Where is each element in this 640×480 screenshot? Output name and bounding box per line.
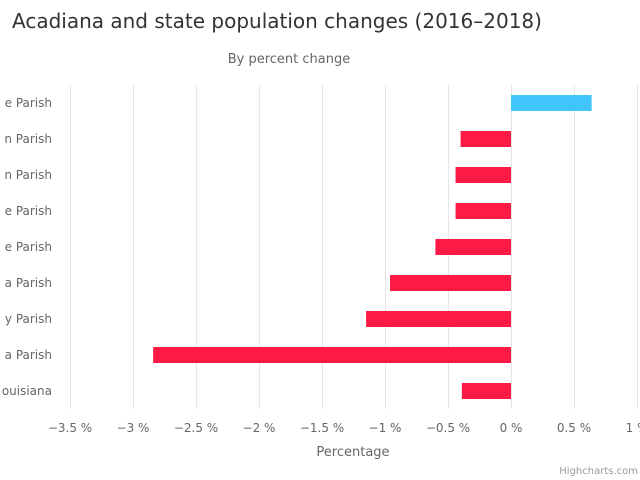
x-tick-label: 1 % [626, 421, 640, 435]
bar[interactable] [153, 347, 511, 363]
category-label: n Parish [4, 132, 52, 146]
category-label: n Parish [4, 168, 52, 182]
x-tick-label: −2.5 % [174, 421, 218, 435]
category-label: a Parish [5, 348, 52, 362]
bar[interactable] [455, 167, 511, 183]
x-tick-label: −2 % [243, 421, 276, 435]
category-labels: e Parish n Parish n Parish e Parish e Parish… [2, 96, 52, 398]
category-label: e Parish [5, 96, 52, 110]
category-label: e Parish [5, 240, 52, 254]
category-label: ouisiana [2, 384, 52, 398]
chart-title: Acadiana and state population changes (2… [12, 9, 542, 33]
chart-subtitle: By percent change [228, 52, 351, 67]
x-tick-label: 0 % [500, 421, 523, 435]
bar[interactable] [511, 95, 592, 111]
category-label: e Parish [5, 204, 52, 218]
bar[interactable] [455, 203, 511, 219]
x-axis-title: Percentage [316, 445, 389, 460]
x-tick-label: −1 % [369, 421, 402, 435]
category-label: a Parish [5, 276, 52, 290]
highcharts-credits[interactable]: Highcharts.com [559, 466, 638, 477]
bar[interactable] [366, 311, 511, 327]
bar[interactable] [435, 239, 511, 255]
gridlines [70, 85, 638, 409]
bar[interactable] [460, 131, 511, 147]
x-tick-label: −3.5 % [48, 421, 92, 435]
x-tick-label: 0.5 % [557, 421, 591, 435]
bars [153, 95, 592, 399]
x-axis-ticks: −3.5 % −3 % −2.5 % −2 % −1.5 % −1 % −0.5 % 0 % 0… [48, 421, 640, 435]
bar[interactable] [390, 275, 511, 291]
x-tick-label: −0.5 % [426, 421, 470, 435]
bar[interactable] [461, 383, 511, 399]
x-tick-label: −1.5 % [300, 421, 344, 435]
category-label: y Parish [5, 312, 52, 326]
x-tick-label: −3 % [117, 421, 150, 435]
